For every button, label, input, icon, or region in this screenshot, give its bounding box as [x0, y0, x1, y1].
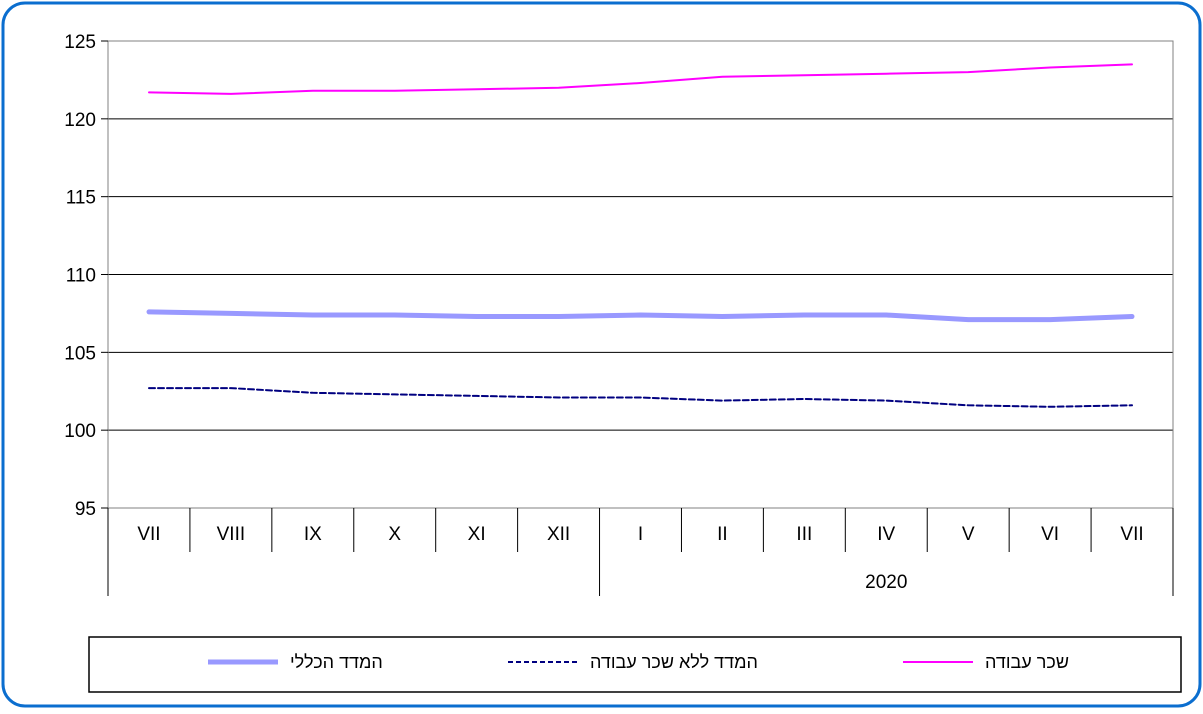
- y-tick-label: 110: [66, 266, 96, 287]
- x-tick-label: XII: [547, 524, 570, 545]
- x-tick-label: XI: [468, 524, 486, 545]
- x-tick-label: III: [796, 524, 812, 545]
- gridlines: [107, 40, 1174, 509]
- y-axis-ticks: 95 100 105 110 115 120 125: [64, 32, 108, 520]
- legend: המדד הכללי המדד ללא שכר עבודה שכר עבודה: [88, 636, 1182, 693]
- x-tick-label: IV: [877, 524, 895, 545]
- series-line-2: [148, 387, 1133, 408]
- legend-label-index-without-wages: המדד ללא שכר עבודה: [590, 652, 758, 672]
- y-tick-label: 125: [64, 32, 96, 53]
- y-tick-label: 115: [66, 188, 96, 209]
- year-group-label: 2020: [865, 572, 907, 593]
- legend-label-general-index: המדד הכללי: [290, 652, 383, 672]
- x-tick-label: II: [717, 524, 728, 545]
- series-line-0: [148, 63, 1133, 95]
- series-line-1: [146, 309, 1135, 323]
- x-tick-label: VI: [1041, 524, 1059, 545]
- x-tick-label: I: [638, 524, 643, 545]
- x-tick-label: V: [962, 524, 975, 545]
- x-tick-label: X: [388, 524, 401, 545]
- x-tick-label: VII: [137, 524, 160, 545]
- y-tick-label: 100: [64, 421, 96, 442]
- x-tick-label: VII: [1120, 524, 1143, 545]
- x-tick-label: VIII: [217, 524, 246, 545]
- x-tick-label: IX: [304, 524, 322, 545]
- y-tick-label: 95: [75, 499, 96, 520]
- legend-label-wages: שכר עבודה: [985, 652, 1069, 672]
- series-lines: [146, 63, 1135, 408]
- y-tick-label: 105: [64, 343, 96, 364]
- y-tick-label: 120: [64, 110, 96, 131]
